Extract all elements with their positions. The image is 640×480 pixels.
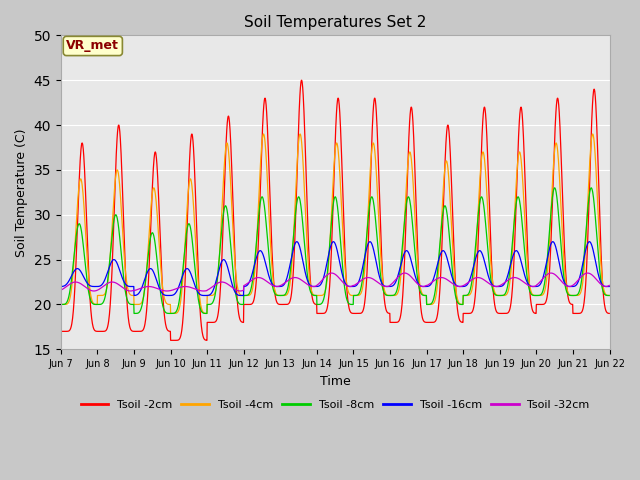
Tsoil -32cm [57,287,65,293]
Tsoil -8cm [210,296,218,302]
Tsoil -16cm [573,282,580,288]
Tsoil -16cm [293,239,301,244]
Tsoil -4cm [351,293,359,299]
Legend: Tsoil -2cm, Tsoil -4cm, Tsoil -8cm, Tsoil -16cm, Tsoil -32cm: Tsoil -2cm, Tsoil -4cm, Tsoil -8cm, Tsoi… [76,396,594,415]
Tsoil -16cm [351,283,359,289]
Tsoil -8cm [573,292,580,298]
Line: Tsoil -8cm: Tsoil -8cm [61,188,609,313]
Tsoil -8cm [351,293,359,299]
Tsoil -16cm [165,293,173,299]
Tsoil -2cm [170,337,177,343]
Tsoil -16cm [495,284,502,289]
X-axis label: Time: Time [320,374,351,387]
Tsoil -32cm [364,275,371,280]
Tsoil -2cm [364,265,371,271]
Tsoil -32cm [573,279,580,285]
Title: Soil Temperatures Set 2: Soil Temperatures Set 2 [244,15,426,30]
Tsoil -2cm [351,311,359,316]
Tsoil -32cm [210,283,218,288]
Tsoil -4cm [168,311,176,316]
Tsoil -8cm [130,311,138,316]
Tsoil -4cm [495,293,502,299]
Tsoil -4cm [364,227,371,233]
Line: Tsoil -16cm: Tsoil -16cm [61,241,609,296]
Tsoil -32cm [351,282,359,288]
Tsoil -2cm [557,157,565,163]
Tsoil -16cm [364,243,371,249]
Tsoil -2cm [210,319,218,325]
Tsoil -4cm [260,131,268,137]
Tsoil -16cm [210,285,218,291]
Tsoil -4cm [57,301,65,307]
Tsoil -8cm [495,293,502,299]
Tsoil -2cm [573,311,580,316]
Y-axis label: Soil Temperature (C): Soil Temperature (C) [15,128,28,257]
Tsoil -8cm [363,229,371,235]
Text: VR_met: VR_met [67,39,119,52]
Tsoil -2cm [298,77,305,83]
Tsoil -2cm [495,311,502,316]
Tsoil -16cm [557,269,565,275]
Line: Tsoil -4cm: Tsoil -4cm [61,134,609,313]
Tsoil -32cm [163,288,171,294]
Tsoil -2cm [605,311,613,316]
Tsoil -4cm [557,209,565,215]
Tsoil -32cm [605,283,613,288]
Tsoil -8cm [605,293,613,299]
Tsoil -32cm [328,270,335,276]
Tsoil -16cm [57,284,65,289]
Line: Tsoil -32cm: Tsoil -32cm [61,273,609,291]
Line: Tsoil -2cm: Tsoil -2cm [61,80,609,340]
Tsoil -8cm [57,301,65,307]
Tsoil -8cm [557,247,565,252]
Tsoil -32cm [495,283,502,289]
Tsoil -4cm [573,293,580,299]
Tsoil -16cm [605,284,613,289]
Tsoil -8cm [551,185,559,191]
Tsoil -2cm [57,328,65,334]
Tsoil -4cm [605,293,613,299]
Tsoil -32cm [557,278,565,284]
Tsoil -4cm [210,291,218,297]
